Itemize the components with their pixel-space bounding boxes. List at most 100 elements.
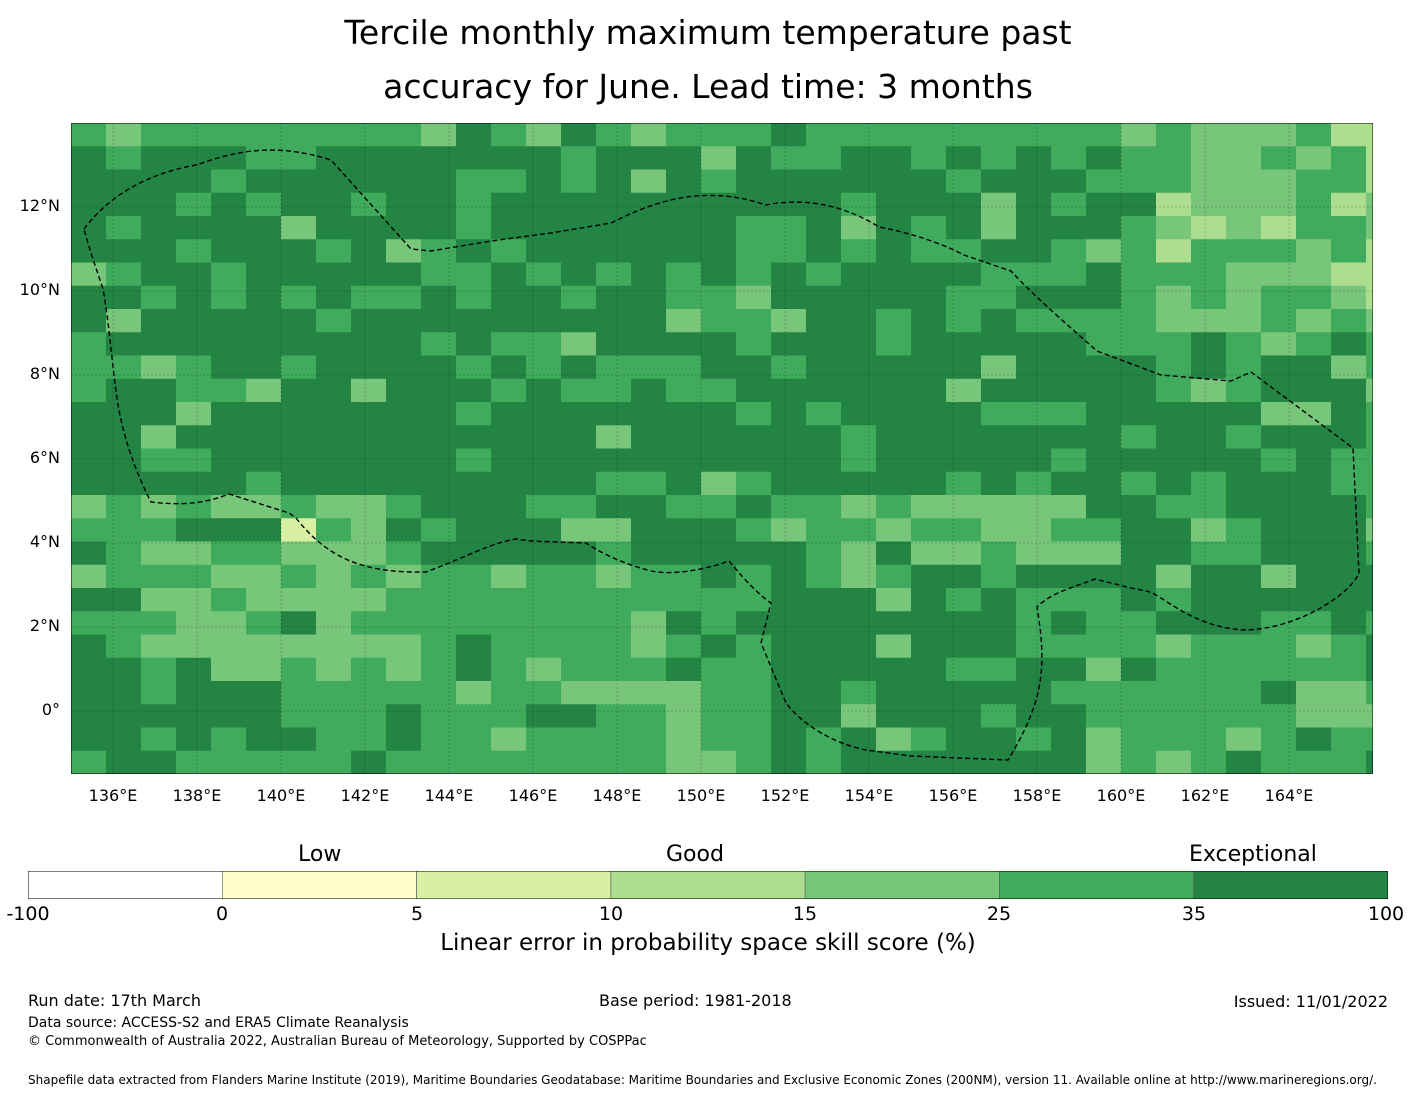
- grid-cell: [561, 471, 597, 496]
- grid-cell: [246, 727, 282, 752]
- shapefile-credit: Shapefile data extracted from Flanders M…: [28, 1073, 1377, 1087]
- grid-cell: [456, 657, 492, 682]
- grid-cell: [1261, 518, 1297, 542]
- grid-cell: [841, 564, 877, 589]
- grid-cell: [1121, 123, 1157, 147]
- grid-cell: [1331, 518, 1367, 542]
- grid-cell: [106, 123, 142, 147]
- grid-cell: [106, 681, 142, 705]
- grid-cell: [806, 355, 842, 380]
- grid-cell: [1051, 495, 1087, 519]
- grid-cell: [141, 262, 177, 287]
- grid-cell: [386, 471, 422, 496]
- grid-cell: [1051, 448, 1087, 473]
- grid-cell: [1016, 216, 1052, 240]
- grid-cell: [771, 425, 807, 449]
- grid-cell: [1331, 634, 1367, 659]
- grid-cell: [981, 285, 1017, 310]
- grid-cell: [1016, 425, 1052, 449]
- grid-cell: [596, 657, 632, 682]
- grid-cell: [806, 216, 842, 240]
- lon-label-142e: 142°E: [340, 786, 390, 805]
- grid-cell: [666, 471, 702, 496]
- grid-cell: [281, 332, 317, 356]
- grid-cell: [631, 309, 667, 333]
- grid-cell: [876, 332, 912, 356]
- grid-cell: [351, 192, 387, 217]
- grid-cell: [1366, 657, 1373, 682]
- grid-cell: [456, 146, 492, 170]
- grid-cell: [456, 750, 492, 774]
- grid-cell: [876, 518, 912, 542]
- grid-cell: [351, 332, 387, 356]
- grid-cell: [316, 262, 352, 287]
- grid-cell: [1296, 611, 1332, 635]
- grid-cell: [701, 588, 737, 612]
- grid-cell: [211, 355, 247, 380]
- grid-cell: [561, 332, 597, 356]
- grid-cell: [1051, 402, 1087, 426]
- grid-cell: [491, 378, 527, 403]
- grid-cell: [1226, 332, 1262, 356]
- grid-cell: [351, 495, 387, 519]
- lat-label-4n: 4°N: [29, 532, 60, 551]
- grid-cell: [771, 332, 807, 356]
- grid-cell: [1156, 355, 1192, 380]
- grid-cell: [1366, 471, 1373, 496]
- skill-score-map: [71, 123, 1373, 774]
- grid-cell: [561, 192, 597, 217]
- grid-cell: [981, 216, 1017, 240]
- grid-cell: [281, 355, 317, 380]
- grid-cell: [1051, 704, 1087, 728]
- grid-cell: [1191, 657, 1227, 682]
- grid-cell: [526, 402, 562, 426]
- grid-cell: [316, 425, 352, 449]
- grid-cell: [176, 332, 212, 356]
- grid-cell: [316, 239, 352, 263]
- grid-cell: [71, 564, 107, 589]
- grid-cell: [421, 146, 457, 170]
- grid-cell: [1261, 681, 1297, 705]
- grid-cell: [526, 425, 562, 449]
- grid-cell: [771, 471, 807, 496]
- grid-cell: [1226, 402, 1262, 426]
- grid-cell: [736, 657, 772, 682]
- grid-cell: [141, 704, 177, 728]
- grid-cell: [1156, 541, 1192, 566]
- grid-cell: [71, 285, 107, 310]
- grid-cell: [526, 216, 562, 240]
- grid-cell: [1366, 611, 1373, 635]
- grid-cell: [631, 448, 667, 473]
- lon-label-156e: 156°E: [928, 786, 978, 805]
- grid-cell: [351, 262, 387, 287]
- grid-cell: [701, 704, 737, 728]
- grid-cell: [246, 332, 282, 356]
- grid-cell: [491, 448, 527, 473]
- grid-cell: [771, 239, 807, 263]
- grid-cell: [666, 262, 702, 287]
- grid-cell: [281, 727, 317, 752]
- grid-cell: [806, 123, 842, 147]
- grid-cell: [491, 541, 527, 566]
- grid-cell: [386, 727, 422, 752]
- grid-cell: [701, 285, 737, 310]
- grid-cell: [841, 471, 877, 496]
- grid-cell: [596, 518, 632, 542]
- grid-cell: [736, 611, 772, 635]
- grid-cell: [1191, 262, 1227, 287]
- grid-cell: [911, 681, 947, 705]
- grid-cell: [1366, 285, 1373, 310]
- grid-cell: [1156, 169, 1192, 194]
- grid-cell: [386, 425, 422, 449]
- grid-cell: [71, 588, 107, 612]
- grid-cell: [841, 634, 877, 659]
- grid-cell: [526, 123, 562, 147]
- grid-cell: [211, 448, 247, 473]
- grid-cell: [1296, 541, 1332, 566]
- grid-cell: [386, 355, 422, 380]
- grid-cell: [876, 262, 912, 287]
- grid-cell: [1331, 285, 1367, 310]
- grid-cell: [1016, 657, 1052, 682]
- grid-cell: [71, 262, 107, 287]
- grid-cell: [141, 332, 177, 356]
